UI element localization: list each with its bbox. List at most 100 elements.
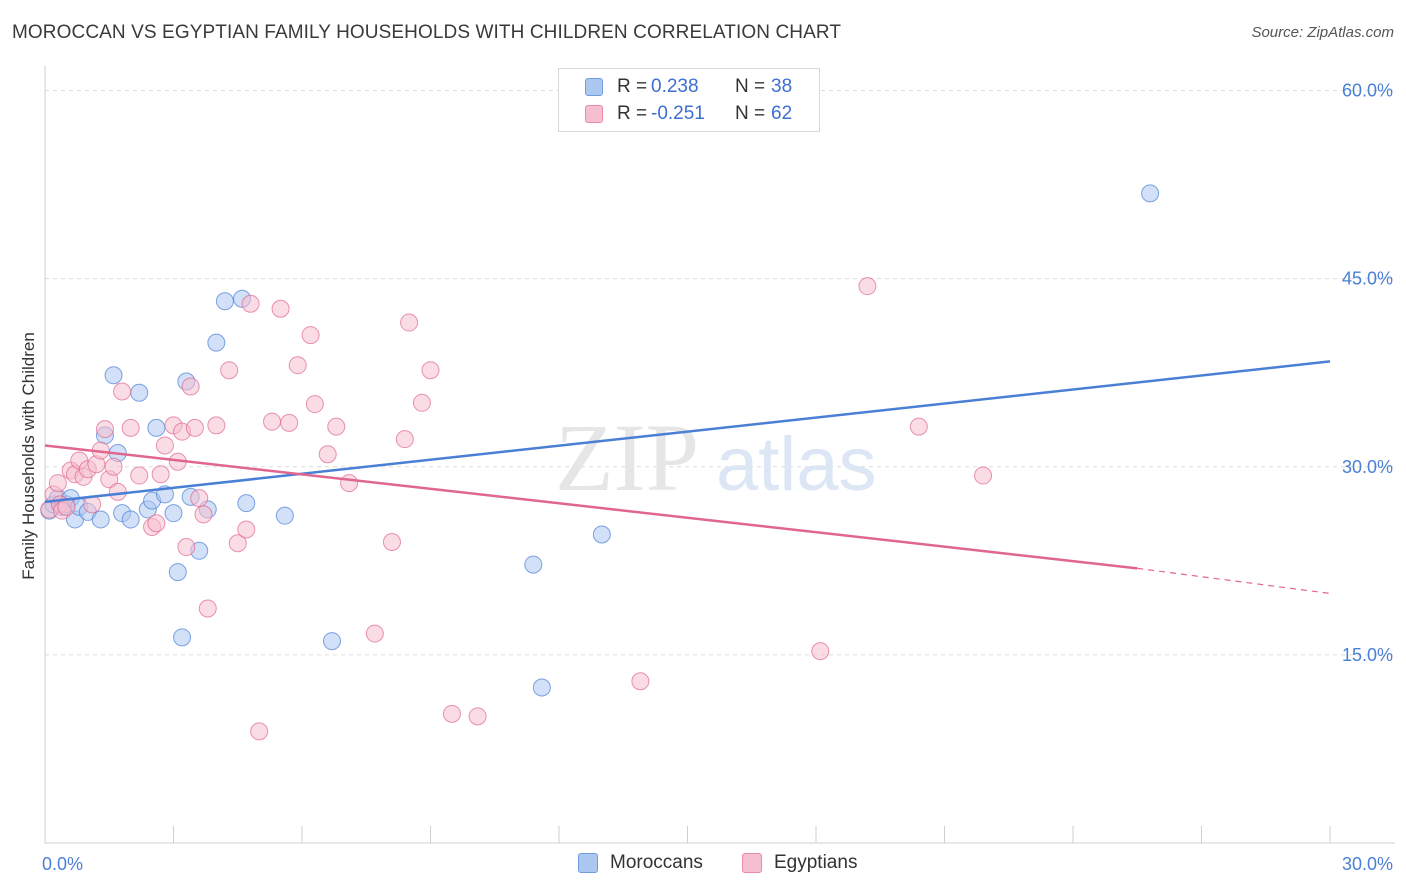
egyptian-point xyxy=(305,395,324,414)
egyptian-point xyxy=(327,417,346,436)
moroccan-point xyxy=(237,494,256,513)
egyptian-point xyxy=(95,420,114,439)
moroccan-point xyxy=(592,525,611,544)
egyptian-point xyxy=(909,417,928,436)
egyptian-point xyxy=(382,533,401,552)
bottom-legend-label: Moroccans xyxy=(610,852,703,873)
watermark-atlas: atlas xyxy=(716,422,877,507)
moroccan-point xyxy=(168,563,187,582)
bottom-legend-swatch-egyptians xyxy=(742,853,762,873)
moroccan-point xyxy=(173,628,192,647)
watermark-zip: ZIP xyxy=(555,404,699,511)
egyptian-point xyxy=(104,457,123,476)
bottom-legend-label: Egyptians xyxy=(774,852,858,873)
egyptian-point xyxy=(113,382,132,401)
trendlines xyxy=(44,360,1331,595)
egyptian-point xyxy=(301,326,320,345)
chart-title: MOROCCAN VS EGYPTIAN FAMILY HOUSEHOLDS W… xyxy=(12,22,842,43)
egyptian-point xyxy=(271,299,290,318)
x-tick-label: 30.0% xyxy=(1342,854,1393,874)
moroccan-point xyxy=(1141,184,1160,203)
egyptian-point xyxy=(442,704,461,723)
egyptian-point xyxy=(190,489,209,508)
bottom-legend-moroccans: Moroccans xyxy=(578,852,703,874)
egyptian-point xyxy=(318,445,337,464)
tick-labels: 15.0% 30.0% 45.0% 60.0% 0.0% 30.0% xyxy=(42,81,1393,874)
legend-n-label: N = xyxy=(735,103,766,124)
egyptian-point xyxy=(108,482,127,501)
legend-n-value: 62 xyxy=(771,103,793,124)
egyptian-point xyxy=(263,412,282,431)
moroccan-point xyxy=(121,510,140,529)
egyptian-point xyxy=(121,418,140,437)
egyptian-point xyxy=(412,393,431,412)
egyptian-point xyxy=(220,361,239,380)
egyptian-point xyxy=(181,377,200,396)
egyptian-point xyxy=(631,672,650,691)
axes xyxy=(44,66,1395,844)
egyptian-point xyxy=(421,361,440,380)
y-tick-label: 15.0% xyxy=(1342,645,1393,665)
egyptian-point xyxy=(288,356,307,375)
watermark: ZIP atlas xyxy=(555,404,877,511)
moroccan-point xyxy=(130,383,149,402)
moroccan-point xyxy=(322,632,341,651)
legend-swatch-egyptians xyxy=(585,105,603,123)
moroccans-trendline xyxy=(44,360,1331,504)
legend-r-label: R = xyxy=(617,76,648,97)
egyptians-trendline xyxy=(1137,567,1331,595)
source-label: Source: ZipAtlas.com xyxy=(1251,24,1394,41)
egyptian-point xyxy=(468,707,487,726)
moroccan-point xyxy=(164,504,183,523)
y-tick-label: 30.0% xyxy=(1342,457,1393,477)
legend-r-value: -0.251 xyxy=(651,103,705,124)
legend-r-label: R = xyxy=(617,103,648,124)
legend-swatch-moroccans xyxy=(585,78,603,96)
y-tick-label: 60.0% xyxy=(1342,81,1393,101)
moroccan-point xyxy=(104,366,123,385)
moroccan-point xyxy=(207,333,226,352)
egyptians-points xyxy=(40,277,993,741)
egyptian-point xyxy=(151,465,170,484)
x-tick-label: 0.0% xyxy=(42,854,83,874)
egyptian-point xyxy=(48,474,67,493)
egyptian-point xyxy=(811,642,830,661)
egyptian-point xyxy=(207,416,226,435)
egyptians-trendline xyxy=(44,444,1138,570)
egyptian-point xyxy=(974,466,993,485)
egyptian-point xyxy=(365,624,384,643)
egyptian-point xyxy=(280,413,299,432)
y-tick-label: 45.0% xyxy=(1342,269,1393,289)
legend-row-egyptians: R = -0.251 N = 62 xyxy=(585,101,792,127)
egyptian-point xyxy=(250,722,269,741)
egyptian-point xyxy=(241,294,260,313)
egyptian-point xyxy=(858,277,877,296)
egyptian-point xyxy=(155,436,174,455)
legend-row-moroccans: R = 0.238 N = 38 xyxy=(585,74,792,100)
egyptian-point xyxy=(185,418,204,437)
egyptian-point xyxy=(400,313,419,332)
y-axis-title: Family Households with Children xyxy=(19,332,38,580)
correlation-legend: R = 0.238 N = 38 R = -0.251 N = 62 xyxy=(558,68,820,132)
egyptian-point xyxy=(177,538,196,557)
moroccan-point xyxy=(532,678,551,697)
legend-r-value: 0.238 xyxy=(651,76,699,97)
egyptian-point xyxy=(237,520,256,539)
legend-n-label: N = xyxy=(735,76,766,97)
moroccan-point xyxy=(91,510,110,529)
gridlines xyxy=(45,90,1395,656)
egyptian-point xyxy=(340,474,359,493)
moroccan-point xyxy=(215,292,234,311)
moroccan-point xyxy=(275,506,294,525)
egyptian-point xyxy=(194,505,213,524)
moroccan-point xyxy=(147,418,166,437)
legend-n-value: 38 xyxy=(771,76,793,97)
bottom-legend-egyptians: Egyptians xyxy=(742,852,857,874)
moroccan-point xyxy=(524,555,543,574)
egyptian-point xyxy=(228,534,247,553)
bottom-legend-swatch-moroccans xyxy=(578,853,598,873)
egyptian-point xyxy=(395,430,414,449)
egyptian-point xyxy=(198,599,217,618)
egyptian-point xyxy=(147,514,166,533)
